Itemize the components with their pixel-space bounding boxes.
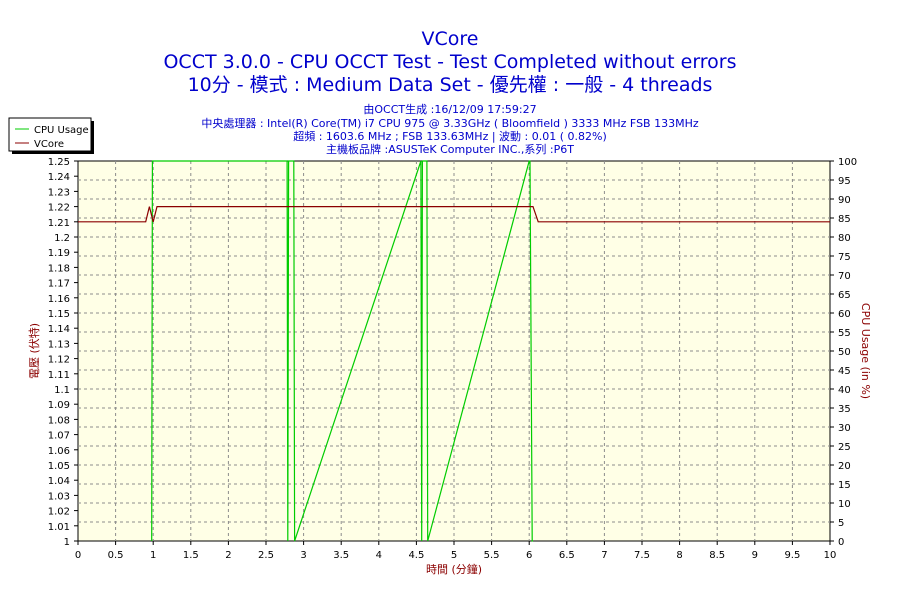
y-right-tick-label: 35 — [838, 404, 851, 415]
chart-title: VCore — [422, 28, 479, 50]
series-line-vcore — [78, 206, 830, 223]
y-right-tick-label: 40 — [838, 385, 851, 396]
y-right-tick-label: 85 — [838, 214, 851, 225]
y-left-tick-label: 1.15 — [48, 309, 70, 320]
x-tick-label: 6.5 — [559, 550, 575, 561]
y-left-tick-label: 1 — [64, 537, 70, 548]
y-left-axis-label: 電壓 (伏特) — [27, 323, 41, 379]
x-tick-label: 1.5 — [183, 550, 199, 561]
y-right-tick-label: 20 — [838, 461, 851, 472]
x-tick-label: 5.5 — [484, 550, 500, 561]
y-right-axis-label: CPU Usage (in %) — [859, 303, 872, 399]
y-left-axis-ticks: 1 1.01 1.02 1.03 1.04 1.05 1.06 1.07 1.08 1.09 1.1… — [48, 157, 78, 548]
x-tick-label: 3 — [300, 550, 306, 561]
y-right-tick-label: 65 — [838, 290, 851, 301]
series-lines — [78, 160, 830, 542]
y-left-tick-label: 1.14 — [48, 324, 70, 335]
info-line-4: 主機板品牌 :ASUSTeK Computer INC.,系列 :P6T — [326, 142, 574, 156]
series-line-cpu-usage — [151, 160, 533, 542]
chart-subtitle-1: OCCT 3.0.0 - CPU OCCT Test - Test Comple… — [163, 51, 736, 73]
x-tick-label: 4 — [376, 550, 382, 561]
y-left-tick-label: 1.19 — [48, 248, 70, 259]
y-left-tick-label: 1.08 — [48, 415, 70, 426]
x-tick-label: 10 — [824, 550, 837, 561]
x-tick-label: 9 — [752, 550, 758, 561]
y-right-tick-label: 15 — [838, 480, 851, 491]
y-right-tick-label: 70 — [838, 271, 851, 282]
y-left-tick-label: 1.09 — [48, 400, 70, 411]
y-right-tick-label: 30 — [838, 423, 851, 434]
y-right-tick-label: 45 — [838, 366, 851, 377]
y-left-tick-label: 1.17 — [48, 279, 70, 290]
y-right-tick-label: 5 — [838, 518, 844, 529]
legend-label-cpu-usage: CPU Usage — [34, 125, 89, 136]
y-right-tick-label: 60 — [838, 309, 851, 320]
legend-label-vcore: VCore — [34, 139, 64, 150]
y-left-tick-label: 1.1 — [54, 385, 70, 396]
y-left-tick-label: 1.24 — [48, 172, 70, 183]
x-tick-label: 2 — [225, 550, 231, 561]
legend-box — [8, 117, 92, 152]
x-tick-label: 5 — [451, 550, 457, 561]
x-tick-label: 3.5 — [333, 550, 349, 561]
x-tick-label: 4.5 — [408, 550, 424, 561]
y-left-tick-label: 1.01 — [48, 522, 70, 533]
y-left-tick-label: 1.04 — [48, 476, 70, 487]
x-tick-label: 0.5 — [108, 550, 124, 561]
y-right-tick-label: 25 — [838, 442, 851, 453]
y-left-tick-label: 1.13 — [48, 339, 70, 350]
y-left-tick-label: 1.16 — [48, 294, 70, 305]
y-left-tick-label: 1.03 — [48, 491, 70, 502]
y-left-tick-label: 1.02 — [48, 507, 70, 518]
y-left-tick-label: 1.25 — [48, 157, 70, 168]
y-left-tick-label: 1.07 — [48, 431, 70, 442]
x-tick-label: 7.5 — [634, 550, 650, 561]
x-axis-label: 時間 (分鐘) — [426, 562, 482, 576]
x-axis-ticks: 0 0.5 1 1.5 2 2.5 3 3.5 4 4.5 5 5.5 6 6.5 7 7.5 8 8.5 9 9.5… — [75, 541, 837, 561]
y-right-tick-label: 95 — [838, 176, 851, 187]
chart-subtitle-2: 10分 - 模式 : Medium Data Set - 優先權 : 一般 - … — [188, 74, 713, 96]
info-line-3: 超頻 : 1603.6 MHz ; FSB 133.63MHz | 波動 : 0… — [293, 129, 607, 143]
y-left-tick-label: 1.12 — [48, 355, 70, 366]
x-tick-label: 8 — [676, 550, 682, 561]
x-tick-label: 0 — [75, 550, 81, 561]
y-right-tick-label: 0 — [838, 537, 844, 548]
info-line-1: 由OCCT生成 :16/12/09 17:59:27 — [363, 102, 536, 116]
titles: VCore OCCT 3.0.0 - CPU OCCT Test - Test … — [163, 28, 736, 156]
x-tick-label: 2.5 — [258, 550, 274, 561]
y-left-tick-label: 1.06 — [48, 446, 70, 457]
x-tick-label: 6 — [526, 550, 532, 561]
y-left-tick-label: 1.23 — [48, 187, 70, 198]
x-tick-label: 1 — [150, 550, 156, 561]
y-right-tick-label: 50 — [838, 347, 851, 358]
y-left-tick-label: 1.11 — [48, 370, 70, 381]
y-right-tick-label: 80 — [838, 233, 851, 244]
y-left-tick-label: 1.05 — [48, 461, 70, 472]
y-right-tick-label: 75 — [838, 252, 851, 263]
y-right-tick-label: 90 — [838, 195, 851, 206]
grid — [78, 161, 830, 541]
y-right-tick-label: 100 — [838, 157, 857, 168]
y-right-axis-ticks: 0 5 10 15 20 25 30 35 40 45 50 55 60 65 70 75 80 85 90 95 10… — [830, 157, 857, 548]
y-right-tick-label: 10 — [838, 499, 851, 510]
x-tick-label: 8.5 — [709, 550, 725, 561]
x-tick-label: 7 — [601, 550, 607, 561]
y-right-tick-label: 55 — [838, 328, 851, 339]
y-left-tick-label: 1.2 — [54, 233, 70, 244]
info-line-2: 中央處理器 : Intel(R) Core(TM) i7 CPU 975 @ 3… — [201, 116, 699, 130]
x-tick-label: 9.5 — [784, 550, 800, 561]
legend: CPU Usage VCore — [8, 117, 94, 154]
y-left-tick-label: 1.21 — [48, 218, 70, 229]
y-left-tick-label: 1.18 — [48, 263, 70, 274]
y-left-tick-label: 1.22 — [48, 203, 70, 214]
